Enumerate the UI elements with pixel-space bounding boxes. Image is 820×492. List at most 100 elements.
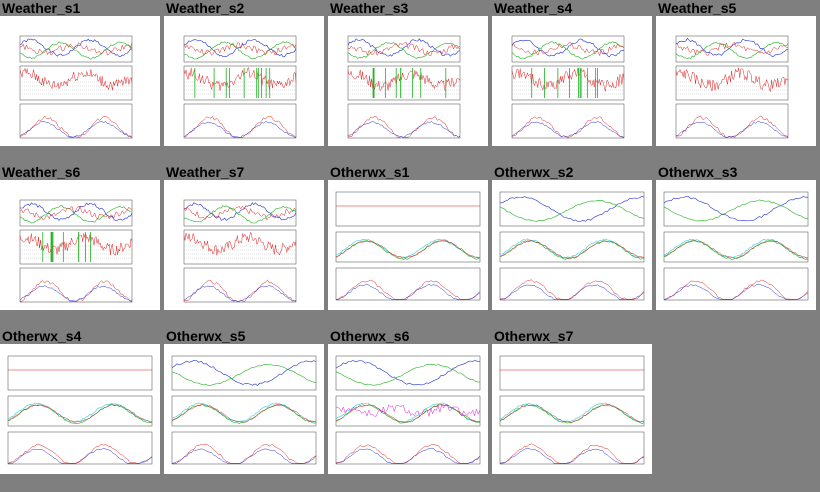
thumbnail-title: Weather_s2 xyxy=(166,0,245,16)
plot-panel xyxy=(19,35,133,63)
plot-panel xyxy=(19,229,133,265)
thumbnail-title: Otherwx_s1 xyxy=(330,164,410,180)
plot-panel xyxy=(183,199,297,227)
thumbnail-cell[interactable]: Otherwx_s5 xyxy=(164,328,324,474)
series-line xyxy=(19,38,133,57)
plot-panel xyxy=(675,65,789,101)
thumbnail-cell[interactable]: Weather_s2 xyxy=(164,0,324,146)
series-line xyxy=(19,41,133,60)
series-line xyxy=(19,115,133,138)
thumbnail-cell[interactable]: Weather_s4 xyxy=(492,0,652,146)
thumbnail-image[interactable] xyxy=(164,344,324,474)
thumbnail-image[interactable] xyxy=(492,180,652,310)
plot-panel xyxy=(499,355,645,391)
plot-panel xyxy=(335,191,481,227)
series-line xyxy=(499,448,645,464)
series-line xyxy=(499,284,645,300)
plot-panel xyxy=(347,65,461,101)
plot-panel xyxy=(511,65,625,101)
series-line xyxy=(335,404,481,423)
plot-panel xyxy=(347,103,461,139)
thumbnail-image[interactable] xyxy=(164,16,324,146)
series-line xyxy=(511,42,625,57)
plot-panel xyxy=(183,35,297,63)
series-line xyxy=(347,42,461,59)
series-line xyxy=(7,404,153,423)
series-line xyxy=(511,121,625,138)
series-line xyxy=(500,196,645,223)
plot-panel xyxy=(663,267,809,301)
thumbnail-cell[interactable]: Otherwx_s6 xyxy=(328,328,488,474)
series-line xyxy=(335,360,481,386)
thumbnail-cell[interactable]: Weather_s6 xyxy=(0,164,160,310)
series-line xyxy=(663,196,808,222)
thumbnail-image[interactable] xyxy=(0,180,160,310)
series-line xyxy=(19,42,133,56)
series-line xyxy=(335,403,481,418)
series-line xyxy=(511,116,625,138)
series-line xyxy=(499,200,645,222)
thumbnail-title: Weather_s5 xyxy=(658,0,737,16)
thumbnail-cell[interactable]: Otherwx_s3 xyxy=(656,164,816,310)
series-line xyxy=(183,205,297,221)
series-line xyxy=(663,239,809,260)
series-line xyxy=(183,41,297,60)
series-line xyxy=(335,240,481,259)
series-line xyxy=(675,115,789,138)
plot-panel xyxy=(7,431,153,465)
thumbnail-title: Weather_s6 xyxy=(2,164,81,180)
plot-panel xyxy=(499,395,645,427)
thumbnail-cell[interactable]: Otherwx_s2 xyxy=(492,164,652,310)
series-line xyxy=(19,67,133,91)
series-line xyxy=(171,448,317,464)
series-line xyxy=(183,285,297,302)
thumbnail-cell[interactable]: Otherwx_s7 xyxy=(492,328,652,474)
thumbnail-image[interactable] xyxy=(0,344,160,474)
series-line xyxy=(183,39,297,58)
thumbnail-image[interactable] xyxy=(328,344,488,474)
thumbnail-image[interactable] xyxy=(0,16,160,146)
plot-panel xyxy=(335,231,481,263)
thumbnail-image[interactable] xyxy=(492,16,652,146)
series-line xyxy=(676,37,789,57)
series-line xyxy=(511,67,625,92)
plot-panel xyxy=(19,103,133,139)
thumbnail-title: Otherwx_s4 xyxy=(2,328,82,344)
thumbnail-cell[interactable]: Weather_s5 xyxy=(656,0,816,146)
plot-panel xyxy=(335,267,481,301)
series-line xyxy=(171,359,317,386)
plot-panel xyxy=(7,355,153,391)
thumbnail-cell[interactable]: Otherwx_s1 xyxy=(328,164,488,310)
series-line xyxy=(499,443,645,464)
series-line xyxy=(663,279,809,300)
series-line xyxy=(335,363,481,386)
series-line xyxy=(335,238,481,258)
series-line xyxy=(336,284,481,300)
series-line xyxy=(171,404,317,423)
series-line xyxy=(347,69,461,91)
series-line xyxy=(183,67,297,91)
series-line xyxy=(20,280,133,302)
series-line xyxy=(20,202,133,221)
thumbnail-image[interactable] xyxy=(656,16,816,146)
thumbnail-cell[interactable]: Weather_s3 xyxy=(328,0,488,146)
series-line xyxy=(675,41,789,59)
thumbnail-image[interactable] xyxy=(164,180,324,310)
series-line xyxy=(19,120,133,138)
thumbnail-title: Weather_s4 xyxy=(494,0,573,16)
plot-panel xyxy=(675,35,789,63)
thumbnail-cell[interactable]: Otherwx_s4 xyxy=(0,328,160,474)
series-line xyxy=(172,443,317,464)
thumbnail-cell[interactable]: Weather_s1 xyxy=(0,0,160,146)
series-line xyxy=(335,402,481,423)
thumbnail-image[interactable] xyxy=(328,16,488,146)
thumbnail-image[interactable] xyxy=(492,344,652,474)
thumbnail-cell[interactable]: Weather_s7 xyxy=(164,164,324,310)
series-line xyxy=(663,199,809,222)
thumbnail-image[interactable] xyxy=(328,180,488,310)
series-line xyxy=(347,120,461,138)
plot-panel xyxy=(663,191,809,227)
plot-panel xyxy=(499,191,645,227)
thumbnail-title: Otherwx_s6 xyxy=(330,328,410,344)
thumbnail-image[interactable] xyxy=(656,180,816,310)
